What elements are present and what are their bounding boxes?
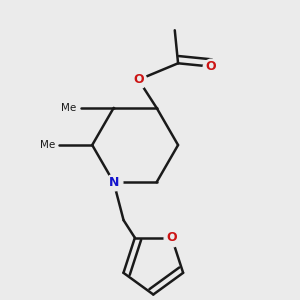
Text: O: O [206, 60, 216, 73]
Text: O: O [167, 231, 177, 244]
Text: Me: Me [61, 103, 77, 113]
Text: Me: Me [40, 140, 55, 150]
Text: N: N [109, 176, 119, 189]
Text: O: O [133, 73, 144, 86]
